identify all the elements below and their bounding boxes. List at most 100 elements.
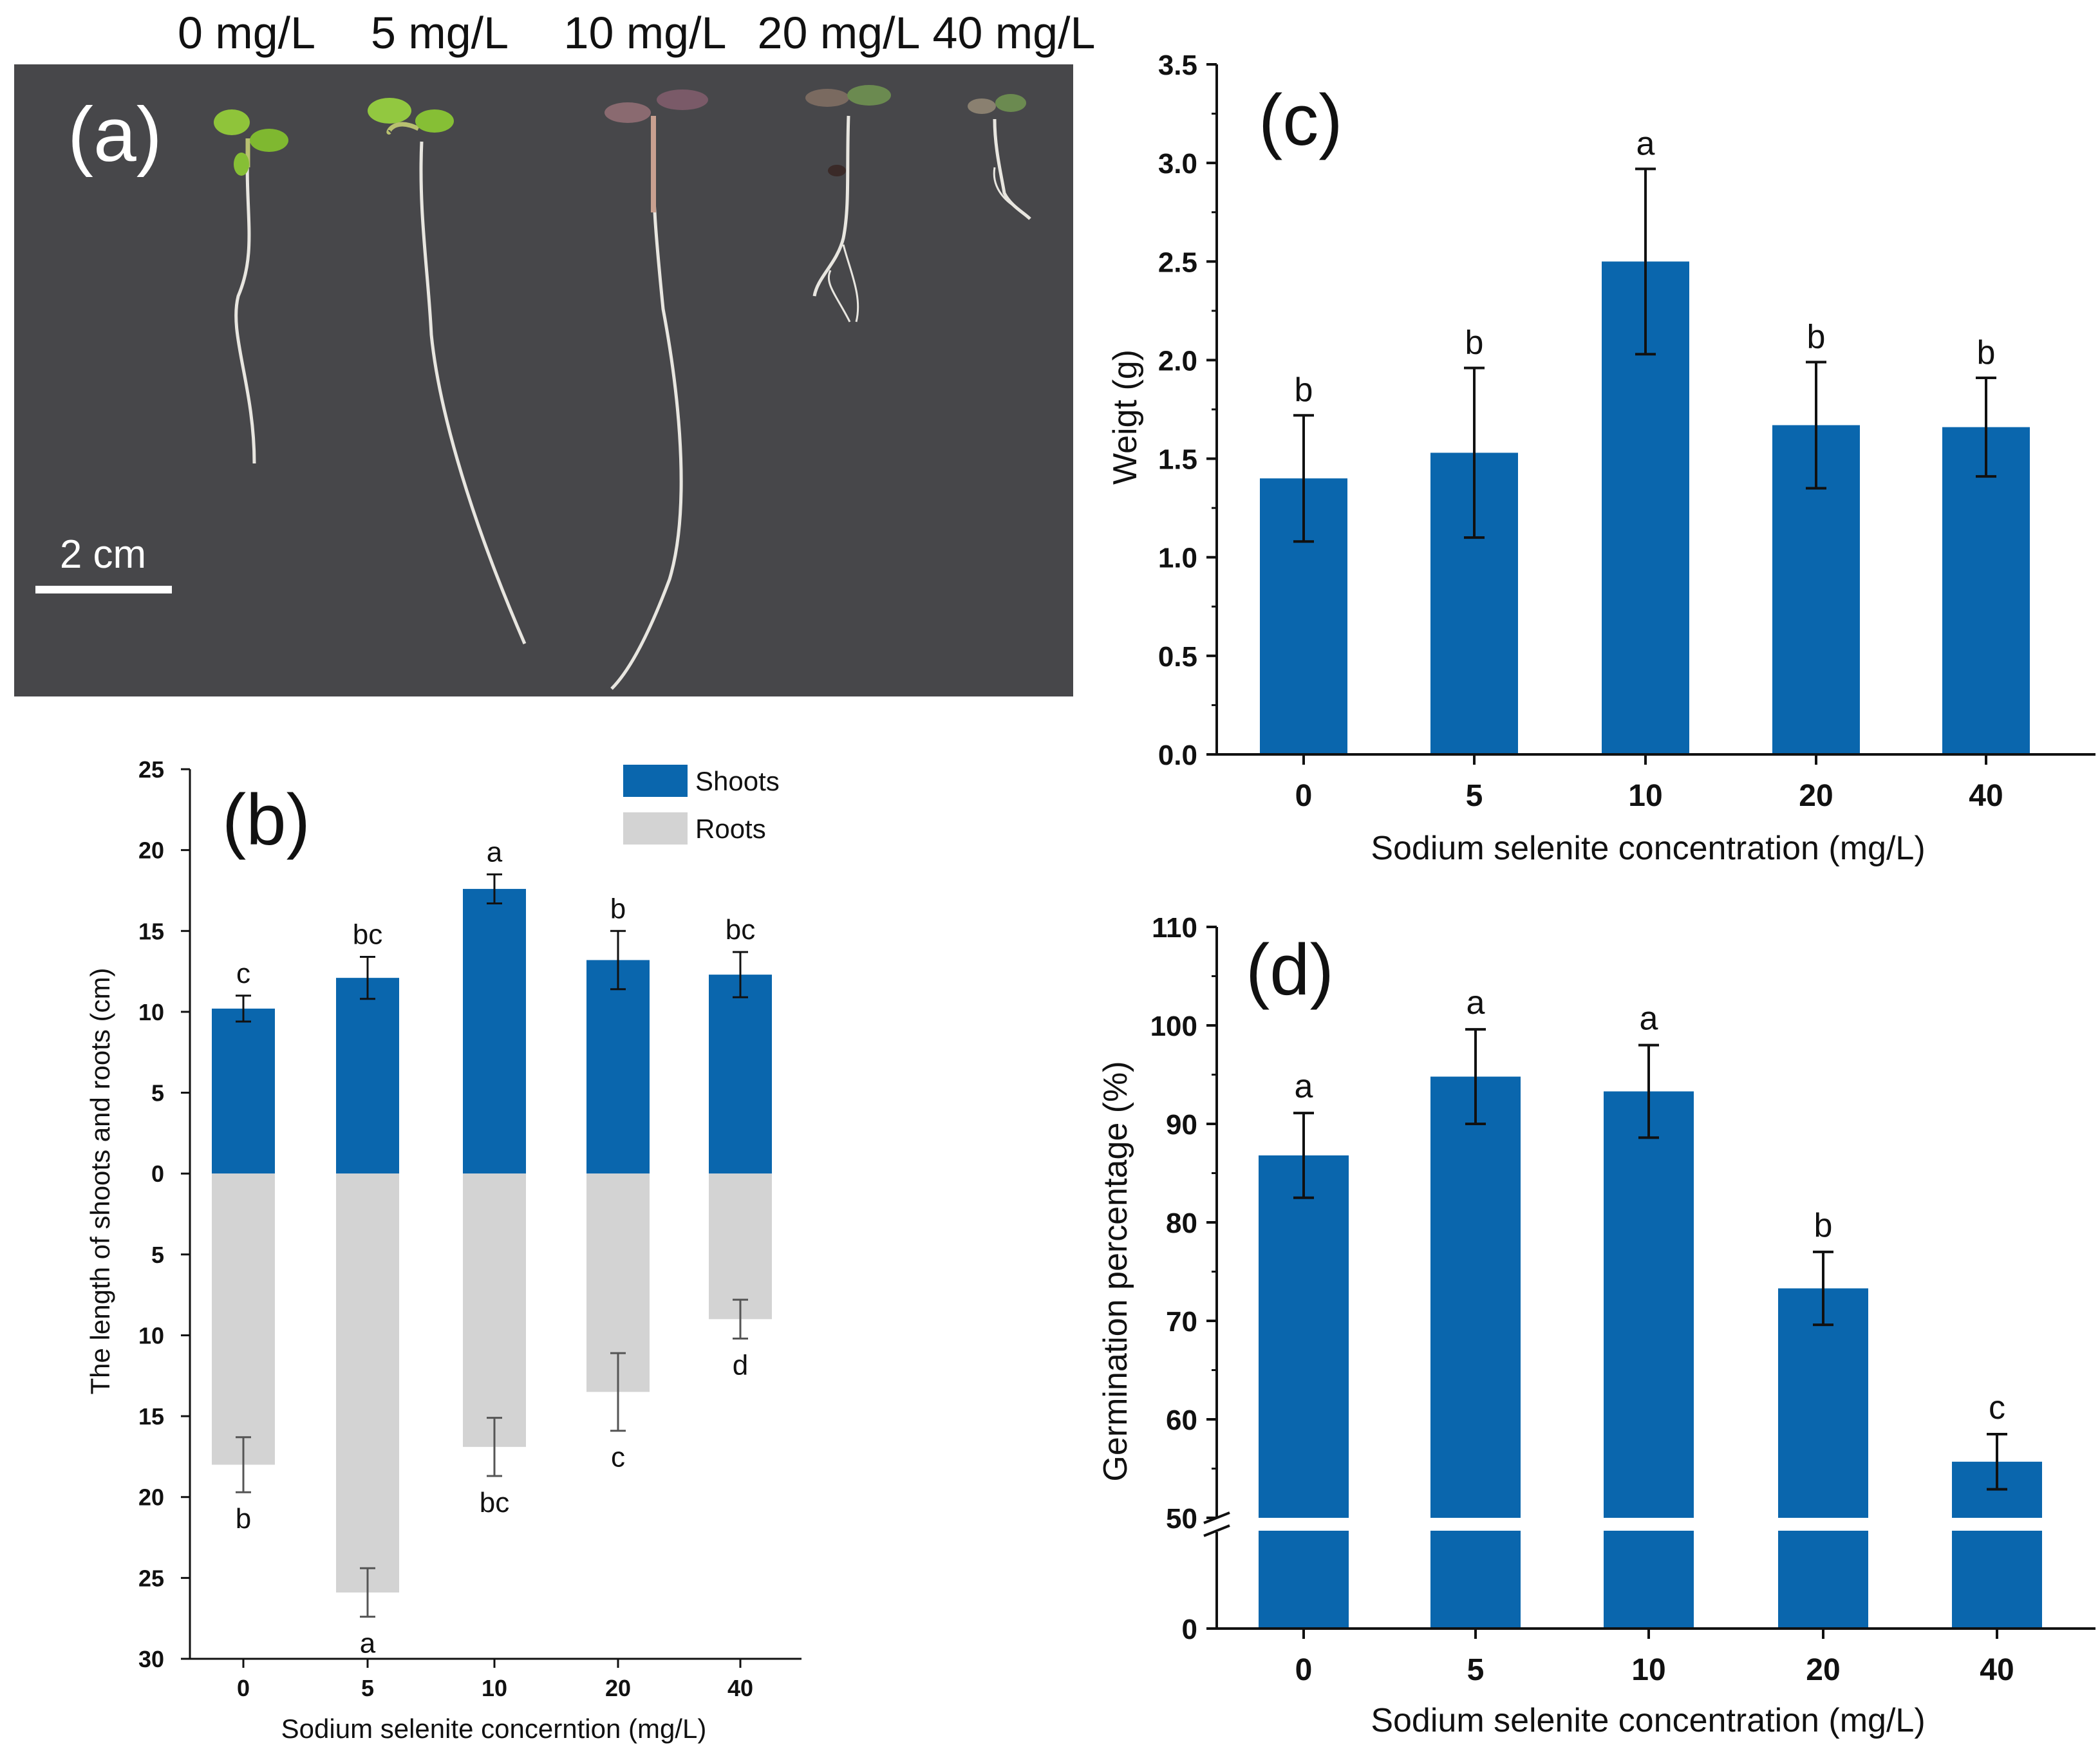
germination-error-bar: [1465, 1028, 1486, 1125]
concentration-label: 5 mg/L: [371, 8, 509, 58]
germination-error-bar: [1293, 1112, 1314, 1199]
y-tick-label: 60: [1166, 1405, 1197, 1436]
roots-bar: [463, 1173, 526, 1447]
weight-significance-letter: b: [1295, 371, 1313, 409]
panel-d-germination-chart: (d) a 0 a 5 a 10 b 20 c 40 0 50 60 70 80 90 100 110 Sodiu…: [1097, 912, 2095, 1739]
shoots-significance-letter: bc: [726, 914, 755, 946]
y-tick-label: 100: [1150, 1011, 1197, 1042]
panel-c-weight-chart: (c) b 0 b 5 a 10 b 20 b 40 0.0 0.5 1.0 1.5 2.0 2.5 3.0 3.…: [1107, 50, 2095, 867]
germination-error-bar: [1813, 1250, 1833, 1327]
roots-bar: [336, 1173, 399, 1593]
germination-bar-lower: [1604, 1531, 1694, 1629]
x-tick-label: 0: [1295, 1653, 1313, 1687]
seedlings: [214, 85, 1031, 690]
y-tick-label: 0: [1182, 1614, 1197, 1645]
germination-significance-letter: b: [1814, 1207, 1833, 1244]
roots-error-bar: [610, 1352, 626, 1432]
y-tick-label: 2.5: [1158, 247, 1197, 278]
y-tick-label: 20: [138, 1484, 164, 1511]
panel-c-ylabel: Weigt (g): [1107, 350, 1144, 485]
weight-error-bar: [1635, 167, 1656, 356]
seedling-5-mg: [368, 98, 527, 644]
roots-error-bar: [236, 1436, 251, 1493]
roots-error-bar: [360, 1567, 375, 1618]
y-tick-label: 5: [151, 1080, 164, 1107]
shoots-error-bar: [487, 873, 502, 905]
panel-c-xlabel: Sodium selenite concentration (mg/L): [1371, 830, 1925, 867]
shoots-bar: [709, 975, 772, 1174]
germination-error-bar: [1638, 1043, 1659, 1139]
panel-b-length-chart: (b) cb0bca5abc10bc20bcd40302520151050510…: [85, 756, 802, 1744]
panel-b-ylabel: The length of shoots and roots (cm): [85, 968, 115, 1395]
y-tick-label: 20: [138, 837, 164, 864]
roots-error-bar: [487, 1417, 502, 1477]
seedling-40-mg: [968, 94, 1031, 220]
weight-error-bar: [1806, 360, 1826, 490]
seedling-10-mg: [605, 89, 708, 690]
panel-c-label: (c): [1259, 80, 1343, 160]
weight-error-bar: [1976, 376, 1996, 478]
shoots-error-bar: [733, 951, 748, 998]
weight-error-bar: [1464, 366, 1485, 539]
y-tick-label: 15: [138, 1403, 164, 1430]
shoots-significance-letter: c: [236, 958, 250, 989]
seedling-20-mg: [805, 85, 891, 322]
weight-significance-letter: b: [1977, 334, 1996, 371]
roots-significance-letter: a: [360, 1628, 376, 1659]
concentration-label: 20 mg/L: [758, 8, 921, 58]
x-tick-label: 20: [1806, 1653, 1840, 1687]
y-tick-label: 5: [151, 1242, 164, 1268]
scale-bar: [35, 586, 172, 593]
panel-d-xlabel: Sodium selenite concentration (mg/L): [1371, 1702, 1925, 1739]
roots-bar: [212, 1173, 275, 1465]
x-tick-label: 20: [1799, 779, 1833, 813]
x-tick-label: 20: [605, 1675, 631, 1701]
y-tick-label: 90: [1166, 1109, 1197, 1141]
roots-significance-letter: d: [733, 1349, 748, 1381]
x-tick-label: 10: [1628, 779, 1662, 813]
y-tick-label: 0.5: [1158, 641, 1197, 673]
roots-significance-letter: bc: [480, 1487, 509, 1518]
roots-bar: [709, 1173, 772, 1320]
panel-a-photo: (a) 2 cm 0 mg/L 5 mg/L 10 mg/L 20 mg/L 40 mg…: [14, 8, 1095, 696]
concentration-label: 10 mg/L: [564, 8, 727, 58]
shoots-error-bar: [360, 955, 375, 1000]
y-tick-label: 50: [1166, 1503, 1197, 1535]
concentration-labels: 0 mg/L 5 mg/L 10 mg/L 20 mg/L 40 mg/L: [178, 8, 1095, 58]
y-tick-label: 1.5: [1158, 444, 1197, 476]
germination-bar-lower: [1952, 1531, 2042, 1629]
y-tick-label: 80: [1166, 1208, 1197, 1239]
shoots-significance-letter: a: [487, 836, 503, 868]
shoots-bar: [212, 1008, 275, 1174]
panel-d-ylabel: Germination percentage (%): [1097, 1061, 1134, 1481]
y-tick-label: 1.0: [1158, 543, 1197, 574]
x-tick-label: 0: [1295, 779, 1313, 813]
y-tick-label: 25: [138, 756, 164, 783]
shoots-bar: [586, 960, 650, 1174]
y-tick-label: 3.5: [1158, 50, 1197, 81]
y-tick-label: 70: [1166, 1306, 1197, 1338]
y-tick-label: 30: [138, 1646, 164, 1672]
y-tick-label: 0: [151, 1161, 164, 1187]
photo-background: [14, 64, 1073, 696]
legend-shoots-label: Shoots: [695, 766, 780, 796]
x-tick-label: 5: [1466, 779, 1483, 813]
shoots-significance-letter: bc: [353, 919, 382, 950]
concentration-label: 0 mg/L: [178, 8, 315, 58]
germination-significance-letter: c: [1989, 1389, 2005, 1426]
y-tick-label: 2.0: [1158, 345, 1197, 377]
weight-significance-letter: b: [1807, 318, 1826, 355]
x-tick-label: 10: [1631, 1653, 1665, 1687]
shoots-significance-letter: b: [610, 893, 626, 924]
y-tick-label: 3.0: [1158, 148, 1197, 180]
germination-bar: [1604, 1091, 1694, 1518]
shoots-error-bar: [610, 929, 626, 991]
roots-significance-letter: b: [236, 1503, 251, 1535]
y-tick-label: 0.0: [1158, 740, 1197, 771]
panel-b-xlabel: Sodium selenite concerntion (mg/L): [281, 1714, 707, 1744]
x-tick-label: 5: [361, 1675, 374, 1701]
scale-bar-label: 2 cm: [60, 532, 146, 577]
panel-b-legend: Shoots Roots: [623, 765, 780, 845]
x-tick-label: 40: [727, 1675, 753, 1701]
germination-bar: [1778, 1288, 1868, 1518]
